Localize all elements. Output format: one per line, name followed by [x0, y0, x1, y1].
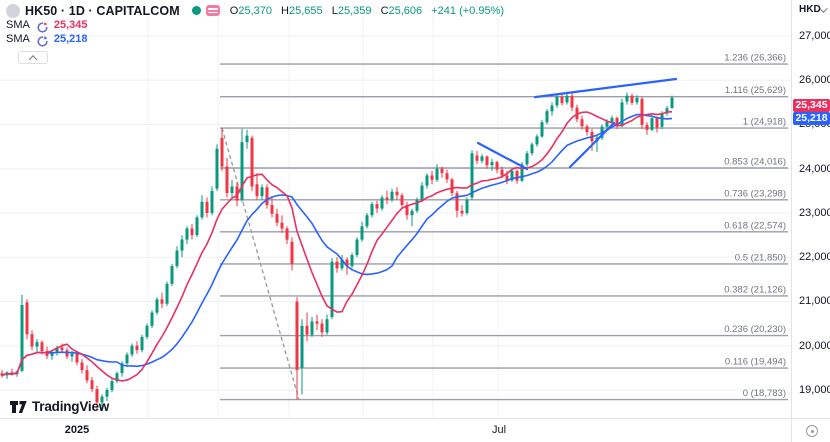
currency-label[interactable]: HKD [799, 4, 821, 15]
price-tick-label: 24,000 [799, 163, 830, 175]
time-axis[interactable]: 2025 Jul [0, 418, 830, 442]
ohlc-readout: O25,370 H25,655 L25,359 C25,606 +241 (+0… [230, 5, 504, 17]
axis-divider [791, 419, 792, 442]
price-tick-label: 23,000 [799, 207, 830, 219]
chevron-up-icon [28, 54, 38, 64]
chart-legend: HK50 · 1D · CAPITALCOM O25,370 H25,655 L… [6, 3, 504, 64]
price-tick-label: 20,000 [799, 340, 830, 352]
svg-text:0.853 (24,016): 0.853 (24,016) [724, 157, 786, 168]
high-label: H [281, 4, 289, 17]
sma-fast-line [1, 110, 673, 382]
sma-slow-line [1, 113, 673, 377]
low-value: 25,359 [337, 4, 372, 17]
sma-loading-icon[interactable] [37, 34, 48, 47]
open-value: 25,370 [238, 4, 272, 17]
legend-collapse-button[interactable] [18, 51, 48, 64]
svg-text:0.116 (19,494): 0.116 (19,494) [725, 357, 786, 368]
svg-text:0.236 (20,230): 0.236 (20,230) [724, 324, 786, 335]
indicator-row-sma-slow: SMA 25,218 [6, 32, 504, 47]
high-value: 25,655 [289, 4, 323, 17]
svg-text:0 (18,783): 0 (18,783) [743, 388, 786, 399]
price-chart-canvas[interactable]: 1.236 (26,366) 1.116 (25,629) 1 (24,918) 0.… [0, 0, 791, 418]
time-axis-label: Jul [491, 424, 507, 436]
svg-text:1.236 (26,366): 1.236 (26,366) [724, 53, 786, 64]
price-tick-label: 26,000 [799, 74, 830, 86]
price-axis[interactable]: HKD 27,00026,00025,00024,00023,00022,000… [791, 0, 830, 418]
price-tick-label: 21,000 [799, 295, 830, 307]
time-axis-label: 2025 [64, 424, 90, 436]
sma-label[interactable]: SMA [6, 33, 30, 45]
price-badge: 25,218 [793, 112, 830, 125]
currency-row: HKD [792, 4, 830, 15]
indicator-row-sma-fast: SMA 25,345 [6, 18, 504, 33]
symbol-row: HK50 · 1D · CAPITALCOM O25,370 H25,655 L… [6, 3, 504, 18]
close-value: 25,606 [388, 4, 423, 17]
price-tick-label: 22,000 [799, 251, 830, 263]
tradingview-watermark[interactable]: TradingView [10, 399, 109, 414]
open-label: O [229, 4, 239, 17]
sma-label[interactable]: SMA [6, 19, 30, 31]
change-value: +241 (+0.95%) [431, 4, 505, 17]
list-badge-icon[interactable] [205, 5, 220, 16]
tradingview-logo-icon [10, 400, 27, 413]
symbol-logo-icon[interactable] [6, 3, 20, 18]
sma-loading-icon[interactable] [37, 20, 48, 33]
svg-text:0.618 (22,574): 0.618 (22,574) [724, 220, 786, 231]
sma-slow-value: 25,218 [53, 33, 88, 45]
svg-text:0.736 (23,298): 0.736 (23,298) [724, 188, 786, 199]
tradingview-watermark-text: TradingView [32, 399, 110, 414]
close-label: C [380, 4, 389, 17]
scale-settings-icon[interactable] [806, 425, 818, 437]
svg-text:0.5 (21,850): 0.5 (21,850) [735, 252, 786, 263]
svg-text:1.116 (25,629): 1.116 (25,629) [725, 85, 786, 96]
candlestick-series [0, 91, 674, 412]
low-label: L [331, 4, 338, 17]
price-tick-label: 19,000 [799, 384, 830, 396]
svg-text:1 (24,918): 1 (24,918) [743, 117, 786, 128]
price-badge: 25,345 [793, 99, 830, 112]
symbol-title[interactable]: HK50 · 1D · CAPITALCOM [25, 3, 180, 18]
svg-text:0.382 (21,126): 0.382 (21,126) [724, 284, 786, 295]
market-status-dot-icon[interactable] [191, 6, 201, 15]
price-tick-label: 27,000 [799, 30, 830, 42]
sma-fast-value: 25,345 [53, 19, 88, 31]
